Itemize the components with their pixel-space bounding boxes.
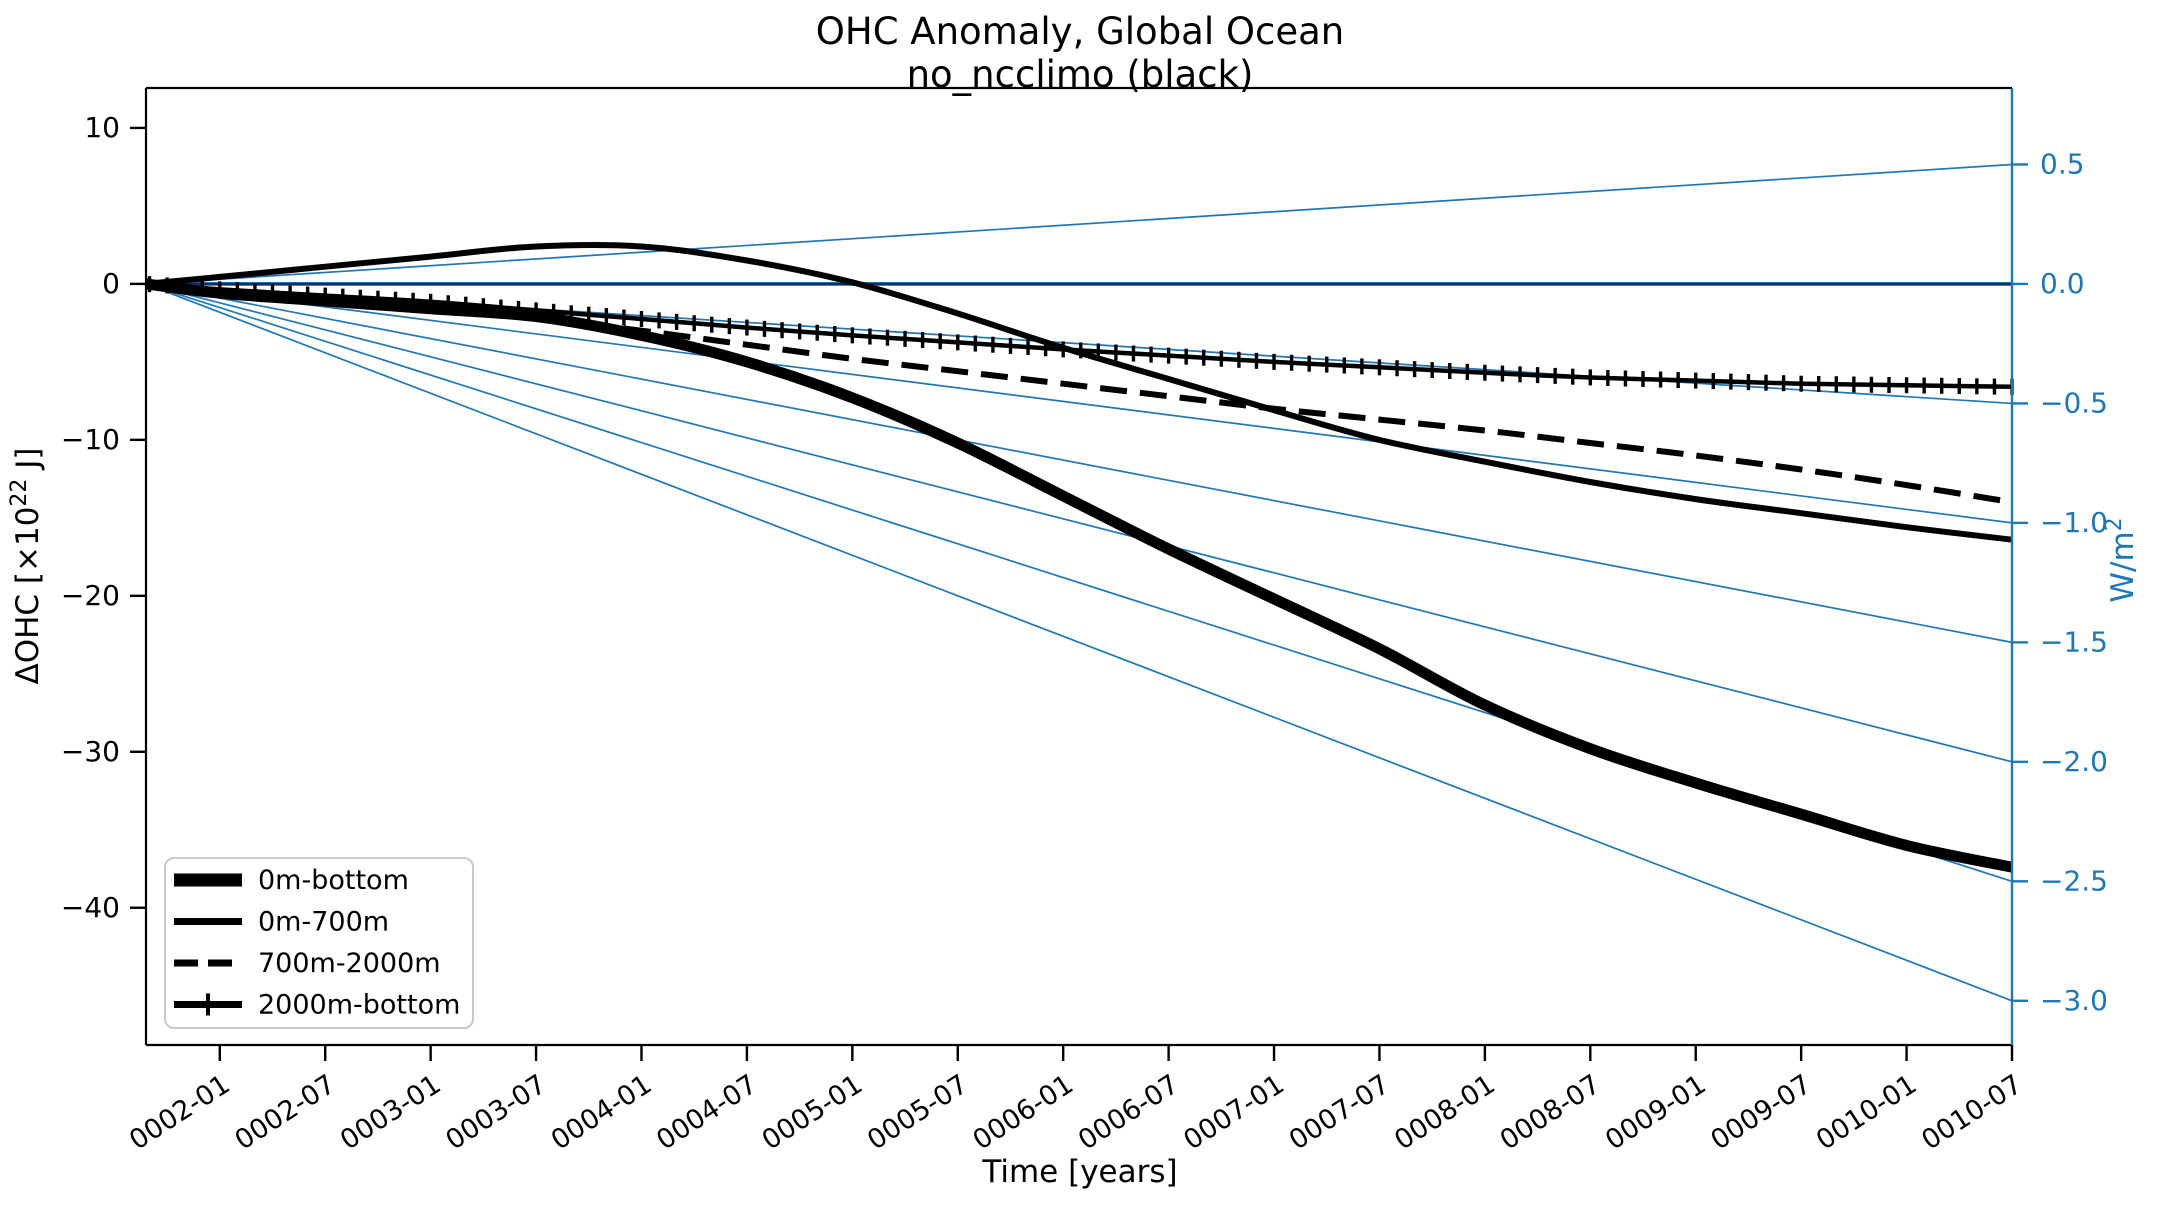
series-line-0m-bottom — [145, 278, 2014, 873]
x-axis-label: Time [years] — [981, 1154, 1177, 1190]
legend: 0m-bottom 0m-700m 700m-2000m 2000m-bottom — [164, 857, 474, 1029]
right-tick-label: −2.5 — [2040, 864, 2108, 897]
x-tick-label: 0005-01 — [757, 1069, 868, 1156]
legend-label: 2000m-bottom — [258, 990, 460, 1021]
reference-line--3wm2 — [145, 283, 2013, 1002]
x-tick-label: 0003-01 — [335, 1069, 446, 1156]
x-tick-label: 0006-01 — [968, 1069, 1079, 1156]
reference-line-0.5wm2 — [145, 163, 2013, 285]
reference-line--1.5wm2 — [145, 283, 2013, 644]
right-tick-label: −1.0 — [2040, 506, 2108, 539]
left-tick-label: 0 — [102, 267, 120, 300]
x-tick-label: 0007-01 — [1178, 1069, 1289, 1156]
reference-line--1wm2 — [145, 283, 2013, 524]
series-markers-2000m-bottom — [147, 276, 2014, 395]
ylabel-left-superscript: 22 — [7, 479, 32, 507]
legend-item-0m-700m: 0m-700m — [174, 907, 389, 938]
left-y-axis-label: ΔOHC [×1022 J] — [7, 447, 46, 684]
ylabel-left-suffix: J] — [10, 447, 46, 478]
ylabel-right-superscript: 2 — [2102, 517, 2127, 531]
legend-label: 0m-700m — [258, 907, 389, 938]
right-tick-label: −3.0 — [2040, 984, 2108, 1017]
right-tick-label: −0.5 — [2040, 386, 2108, 419]
x-tick-label: 0006-07 — [1073, 1069, 1184, 1156]
right-tick-label: −2.0 — [2040, 745, 2108, 778]
x-tick-label: 0003-07 — [440, 1069, 551, 1156]
x-tick-label: 0008-07 — [1495, 1069, 1606, 1156]
left-tick-label: −10 — [61, 423, 120, 456]
x-tick-label: 0010-07 — [1916, 1069, 2027, 1156]
chart-title-line2: no_ncclimo (black) — [907, 53, 1254, 96]
legend-item-2000m-bottom: 2000m-bottom — [174, 990, 460, 1021]
left-axis-ticks: 10 0 −10 −20 −30 −40 — [61, 111, 146, 924]
x-tick-label: 0009-01 — [1600, 1069, 1711, 1156]
legend-label: 700m-2000m — [258, 948, 441, 979]
x-tick-label: 0004-01 — [546, 1069, 657, 1156]
series-line-0m-700m — [145, 241, 2013, 543]
right-axis-ticks: 0.5 0.0 −0.5 −1.0 −1.5 −2.0 −2.5 −3.0 — [2012, 147, 2108, 1017]
legend-box — [164, 857, 474, 1029]
ohc-series-lines — [145, 241, 2014, 873]
series-line-700m-2000m — [145, 280, 2013, 506]
reference-line--2wm2 — [145, 283, 2013, 763]
right-tick-label: 0.0 — [2040, 267, 2085, 300]
x-tick-label: 0009-07 — [1705, 1069, 1816, 1156]
left-tick-label: −30 — [61, 735, 120, 768]
x-tick-label: 0008-01 — [1389, 1069, 1500, 1156]
chart-title-line1: OHC Anomaly, Global Ocean — [816, 10, 1345, 53]
x-tick-label: 0005-07 — [862, 1069, 973, 1156]
legend-label: 0m-bottom — [258, 865, 409, 896]
right-y-axis-label: W/m2 — [2102, 517, 2141, 602]
legend-item-0m-bottom: 0m-bottom — [174, 865, 409, 896]
x-tick-label: 0002-01 — [124, 1069, 235, 1156]
x-tick-label: 0004-07 — [651, 1069, 762, 1156]
x-tick-label: 0002-07 — [230, 1069, 341, 1156]
legend-rows: 0m-bottom 0m-700m 700m-2000m 2000m-bottom — [174, 865, 460, 1021]
left-tick-label: −20 — [61, 579, 120, 612]
axes-spines — [144, 86, 2014, 1047]
legend-item-700m-2000m: 700m-2000m — [174, 948, 441, 979]
left-tick-label: −40 — [61, 891, 120, 924]
ylabel-left-prefix: ΔOHC [×10 — [10, 507, 46, 685]
left-tick-label: 10 — [84, 111, 120, 144]
series-line-2000m-bottom — [145, 281, 2013, 390]
x-tick-label: 0010-01 — [1811, 1069, 1922, 1156]
x-tick-label: 0007-07 — [1284, 1069, 1395, 1156]
ylabel-right-prefix: W/m — [2105, 531, 2141, 602]
right-tick-label: −1.5 — [2040, 625, 2108, 658]
right-tick-label: 0.5 — [2040, 147, 2085, 180]
x-axis-ticks: 0002-010002-070003-010003-070004-010004-… — [124, 1045, 2028, 1156]
